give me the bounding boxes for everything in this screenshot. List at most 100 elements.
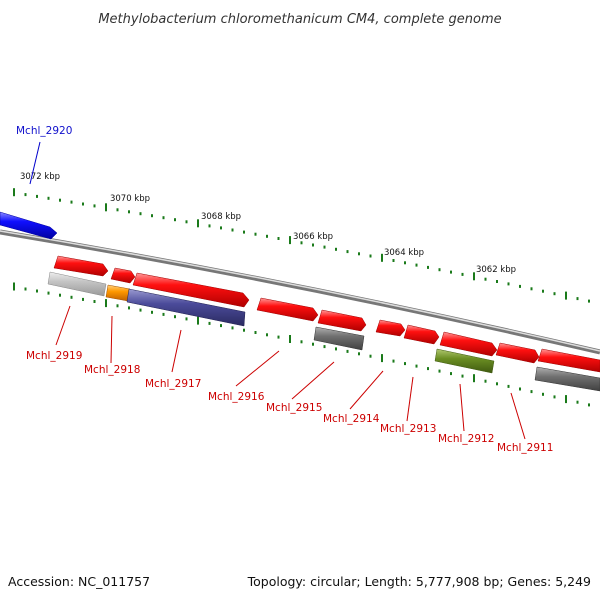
gene-mchl-2915-arrow[interactable] bbox=[317, 309, 367, 332]
inner-scale-minor-tick bbox=[59, 293, 61, 297]
gene-label-mchl-2916[interactable]: Mchl_2916 bbox=[208, 391, 265, 403]
outer-scale-minor-tick bbox=[438, 268, 441, 272]
outer-scale-minor-tick bbox=[530, 287, 533, 291]
outer-scale-minor-tick bbox=[576, 297, 579, 301]
outer-scale-minor-tick bbox=[174, 218, 176, 222]
accession-text: Accession: NC_011757 bbox=[8, 574, 150, 589]
outer-scale-minor-tick bbox=[151, 214, 153, 218]
inner-scale-minor-tick bbox=[576, 400, 579, 404]
inner-scale-minor-tick bbox=[70, 295, 73, 299]
leader-line-mchl-2911 bbox=[510, 392, 526, 440]
kbp-label-3062: 3062 kbp bbox=[476, 265, 516, 275]
inner-scale-minor-tick bbox=[231, 326, 234, 330]
outer-scale-major-tick bbox=[381, 253, 383, 262]
inner-scale-minor-tick bbox=[82, 297, 84, 301]
outer-scale-minor-tick bbox=[427, 265, 429, 269]
gene-next-gray-box[interactable] bbox=[534, 366, 600, 392]
gene-label-mchl-2912[interactable]: Mchl_2912 bbox=[438, 433, 494, 445]
outer-scale-minor-tick bbox=[36, 194, 38, 198]
outer-scale-minor-tick bbox=[93, 204, 96, 208]
gene-label-mchl-2919[interactable]: Mchl_2919 bbox=[26, 350, 82, 362]
outer-scale-minor-tick bbox=[70, 200, 73, 204]
gene-label-mchl-2913[interactable]: Mchl_2913 bbox=[380, 423, 436, 435]
outer-scale-minor-tick bbox=[82, 202, 84, 206]
gene-label-mchl-2911[interactable]: Mchl_2911 bbox=[497, 442, 553, 454]
genome-backbone bbox=[0, 229, 600, 355]
outer-scale-minor-tick bbox=[231, 228, 234, 232]
inner-scale-minor-tick bbox=[24, 287, 27, 291]
outer-scale-minor-tick bbox=[185, 220, 188, 224]
inner-scale-major-tick bbox=[473, 374, 475, 383]
inner-scale-minor-tick bbox=[335, 347, 337, 351]
inner-scale-minor-tick bbox=[312, 342, 314, 346]
leader-line-mchl-2916 bbox=[235, 350, 280, 387]
gene-mchl-2918-arrow[interactable] bbox=[110, 267, 136, 284]
inner-scale-minor-tick bbox=[588, 403, 590, 407]
gene-mchl-2911-arrow[interactable] bbox=[495, 342, 540, 364]
inner-scale-minor-tick bbox=[553, 395, 556, 399]
inner-scale-minor-tick bbox=[519, 387, 521, 391]
outer-scale-minor-tick bbox=[139, 212, 142, 216]
inner-scale-minor-tick bbox=[461, 374, 464, 378]
inner-scale-minor-tick bbox=[174, 315, 176, 319]
gene-mchl-2917-arrow[interactable] bbox=[132, 272, 250, 308]
outer-scale-major-tick bbox=[473, 272, 475, 281]
outer-scale-minor-tick bbox=[450, 270, 452, 274]
gene-label-mchl-2917[interactable]: Mchl_2917 bbox=[145, 378, 201, 390]
inner-scale-minor-tick bbox=[300, 340, 303, 344]
inner-scale-minor-tick bbox=[415, 364, 418, 368]
inner-scale-major-tick bbox=[197, 316, 199, 325]
gene-mchl-2919-arrow[interactable] bbox=[53, 255, 109, 277]
outer-scale-minor-tick bbox=[128, 210, 130, 214]
gene-label-mchl-2914[interactable]: Mchl_2914 bbox=[323, 413, 380, 425]
outer-scale-minor-tick bbox=[116, 208, 119, 212]
outer-scale-minor-tick bbox=[507, 282, 510, 286]
outer-scale-minor-tick bbox=[254, 232, 257, 236]
gene-mchl-2913-arrow[interactable] bbox=[403, 324, 440, 345]
gene-mchl-2912-olive-box[interactable] bbox=[434, 348, 495, 374]
outer-scale-minor-tick bbox=[588, 299, 590, 303]
inner-scale-minor-tick bbox=[93, 300, 96, 303]
gene-mchl-2918-orange-box[interactable] bbox=[105, 284, 131, 302]
outer-scale-major-tick bbox=[105, 203, 107, 212]
kbp-label-3068: 3068 kbp bbox=[201, 212, 241, 222]
gene-next-arrow[interactable] bbox=[537, 348, 600, 373]
gene-mchl-2919-rna-box[interactable] bbox=[47, 271, 107, 297]
outer-scale-minor-tick bbox=[24, 193, 27, 197]
gene-label-mchl-2920[interactable]: Mchl_2920 bbox=[16, 125, 72, 137]
inner-scale-minor-tick bbox=[36, 289, 38, 293]
outer-scale-minor-tick bbox=[220, 226, 222, 230]
outer-scale-minor-tick bbox=[392, 259, 395, 262]
outer-scale-minor-tick bbox=[266, 234, 268, 238]
inner-scale-minor-tick bbox=[369, 354, 372, 358]
inner-scale-minor-tick bbox=[542, 392, 544, 396]
gene-label-mchl-2918[interactable]: Mchl_2918 bbox=[84, 364, 140, 376]
gene-mchl-2915-gray-box[interactable] bbox=[313, 326, 365, 351]
inner-scale-minor-tick bbox=[185, 317, 188, 321]
gene-mchl-2914-arrow[interactable] bbox=[375, 319, 406, 337]
gene-mchl-2920-arrow[interactable] bbox=[0, 211, 58, 240]
inner-scale-minor-tick bbox=[484, 379, 487, 383]
inner-scale-minor-tick bbox=[128, 306, 130, 310]
inner-scale-minor-tick bbox=[162, 312, 165, 316]
outer-scale-minor-tick bbox=[415, 263, 418, 267]
outer-scale-minor-tick bbox=[404, 261, 406, 265]
gene-mchl-2916-arrow[interactable] bbox=[256, 297, 319, 322]
inner-scale-minor-tick bbox=[208, 321, 211, 325]
inner-scale-minor-tick bbox=[530, 390, 533, 394]
outer-scale-ticks bbox=[13, 188, 590, 303]
kbp-label-3072: 3072 kbp bbox=[20, 172, 60, 182]
inner-scale-major-tick bbox=[289, 335, 291, 343]
gene-label-mchl-2915[interactable]: Mchl_2915 bbox=[266, 402, 322, 414]
outer-scale-minor-tick bbox=[312, 243, 314, 247]
inner-scale-minor-tick bbox=[243, 328, 245, 332]
outer-scale-minor-tick bbox=[553, 292, 556, 296]
gene-mchl-2912-arrow[interactable] bbox=[439, 331, 498, 357]
leader-line-mchl-2920 bbox=[29, 141, 41, 185]
leader-line-mchl-2919 bbox=[55, 305, 71, 346]
inner-scale-minor-tick bbox=[220, 324, 222, 328]
outer-scale-minor-tick bbox=[484, 277, 487, 281]
genome-summary-text: Topology: circular; Length: 5,777,908 bp… bbox=[247, 574, 591, 589]
gene-mchl-2917-purple-box[interactable] bbox=[126, 288, 246, 327]
leader-line-mchl-2912 bbox=[459, 383, 465, 432]
